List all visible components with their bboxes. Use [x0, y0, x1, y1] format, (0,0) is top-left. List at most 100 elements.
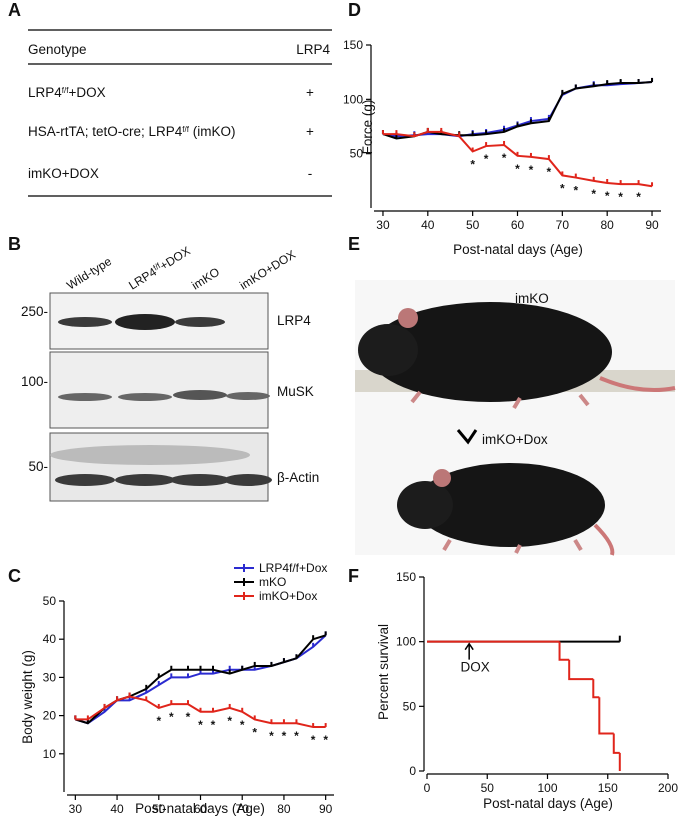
lane-label: LRP4f/f+DOX [126, 243, 193, 292]
x-axis-label: Post-natal days (Age) [453, 242, 583, 257]
survival-step [568, 659, 594, 681]
y-tick-label: 40 [43, 632, 57, 646]
x-tick-label: 150 [598, 781, 618, 795]
significance-star: * [547, 165, 552, 179]
y-axis-label: Body weight (g) [20, 650, 35, 744]
genotype-cell: imKO+DOX [28, 166, 99, 181]
significance-star: * [484, 152, 489, 166]
protein-label: MuSK [277, 384, 314, 399]
genotype-cell-part: HSA-rtTA; tetO-cre; LRP4 [28, 124, 183, 139]
lane-label: imKO+DOX [237, 247, 298, 292]
significance-star: * [198, 718, 203, 732]
mw-marker: 250- [21, 304, 48, 319]
genotype-cell: LRP4f/f+DOX [28, 85, 106, 100]
significance-star: * [573, 184, 578, 198]
significance-star: * [311, 733, 316, 747]
y-tick-label: 150 [343, 38, 363, 52]
x-tick-label: 80 [601, 218, 615, 232]
photo-label: imKO [515, 291, 549, 306]
genotype-cell-part: +DOX [68, 85, 105, 100]
series-line [382, 80, 653, 138]
significance-star: * [240, 718, 245, 732]
mouse [397, 463, 615, 556]
blot-bands [50, 314, 272, 486]
x-tick-label: 30 [69, 802, 83, 816]
panel-letter: B [8, 234, 21, 254]
mw-marker: 50- [28, 459, 48, 474]
significance-star: * [156, 714, 161, 728]
legend-label: imKO+Dox [259, 589, 317, 603]
x-tick-label: 90 [645, 218, 659, 232]
survival-step [558, 641, 570, 661]
lane-label-part: imKO [189, 265, 222, 293]
y-tick-label: 150 [396, 570, 416, 584]
genotype-cell-part: imKO+DOX [28, 166, 99, 181]
x-tick-label: 70 [556, 218, 570, 232]
x-tick-label: 90 [319, 802, 333, 816]
photo-label: imKO+Dox [482, 432, 548, 447]
y-tick-label: 50 [403, 699, 417, 713]
blot-frame [49, 351, 269, 429]
lane-label: Wild-type [64, 254, 114, 293]
significance-star: * [591, 187, 596, 201]
lane-label-part: f/f [151, 260, 162, 272]
y-tick-label: 30 [43, 670, 57, 684]
x-tick-label: 80 [277, 802, 291, 816]
significance-star: * [636, 190, 641, 204]
lrp4-cell: - [308, 166, 313, 181]
significance-star: * [294, 729, 299, 743]
panel-letter: F [348, 566, 359, 586]
significance-star: * [529, 163, 534, 177]
y-tick-label: 50 [350, 147, 364, 161]
series-line [382, 130, 653, 188]
y-tick-label: 100 [396, 635, 416, 649]
x-tick-label: 40 [421, 218, 435, 232]
mw-marker: 100- [21, 374, 48, 389]
significance-star: * [560, 181, 565, 195]
x-tick-label: 50 [152, 802, 166, 816]
x-tick-label: 200 [658, 781, 678, 795]
significance-star: * [502, 151, 507, 165]
x-tick-label: 60 [194, 802, 208, 816]
significance-star: * [252, 725, 257, 739]
x-tick-label: 0 [424, 781, 431, 795]
x-tick-label: 30 [376, 218, 390, 232]
y-tick-label: 100 [343, 92, 363, 106]
protein-label: β-Actin [277, 470, 319, 485]
annotation-arrow [464, 642, 474, 660]
x-tick-label: 70 [236, 802, 250, 816]
genotype-cell-part: f/f [182, 125, 189, 134]
significance-star: * [186, 710, 191, 724]
survival-step [612, 733, 620, 754]
y-axis-label: Percent survival [376, 624, 391, 720]
x-axis-label: Post-natal days (Age) [135, 801, 265, 816]
y-tick-label: 0 [409, 764, 416, 778]
legend-label: mKO [259, 575, 286, 589]
significance-star: * [169, 710, 174, 724]
y-axis-label: Force (g) [360, 100, 375, 155]
significance-star: * [269, 729, 274, 743]
significance-star: * [282, 729, 287, 743]
survival-step [598, 697, 614, 735]
blot-frame [49, 432, 269, 502]
x-tick-label: 50 [481, 781, 495, 795]
x-tick-label: 60 [511, 218, 525, 232]
lrp4-cell: + [306, 85, 314, 100]
survival-step [592, 679, 600, 699]
significance-star: * [323, 733, 328, 747]
panel-letter: E [348, 234, 360, 254]
lane-label-part: +DOX [157, 244, 192, 273]
y-tick-label: 20 [43, 709, 57, 723]
annotation-text: DOX [461, 660, 490, 675]
x-axis-label: Post-natal days (Age) [483, 796, 613, 811]
genotype-cell-part: LRP4 [28, 85, 62, 100]
protein-label: LRP4 [277, 313, 311, 328]
genotype-cell: HSA-rtTA; tetO-cre; LRP4f/f (imKO) [28, 124, 235, 139]
table-header: LRP4 [296, 42, 330, 57]
significance-star: * [211, 718, 216, 732]
lane-label-part: imKO+DOX [237, 247, 298, 292]
series-line [382, 80, 653, 140]
panel-letter: C [8, 566, 21, 586]
legend-label: LRP4f/f+Dox [259, 561, 327, 575]
